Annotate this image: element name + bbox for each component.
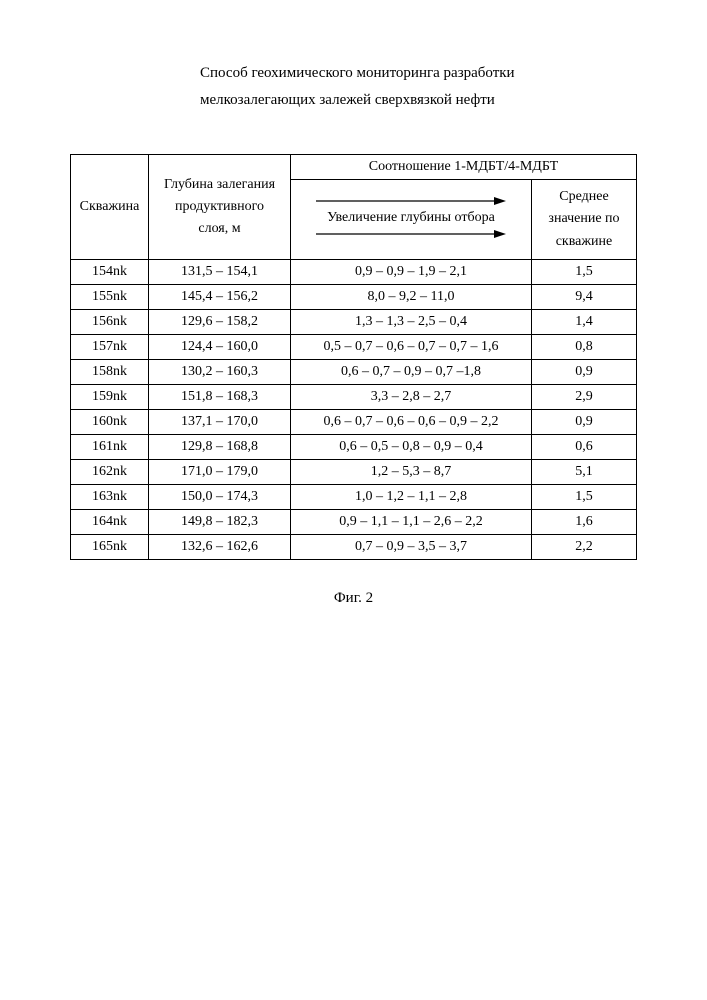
header-avg-l2: значение по	[536, 208, 632, 230]
table-row: 159nk 151,8 – 168,3 3,3 – 2,8 – 2,7 2,9	[71, 385, 637, 410]
cell-avg: 1,5	[531, 260, 636, 285]
cell-avg: 2,9	[531, 385, 636, 410]
cell-vals: 0,9 – 0,9 – 1,9 – 2,1	[291, 260, 532, 285]
cell-avg: 1,5	[531, 485, 636, 510]
table-row: 163nk 150,0 – 174,3 1,0 – 1,2 – 1,1 – 2,…	[71, 485, 637, 510]
cell-avg: 1,6	[531, 510, 636, 535]
cell-vals: 0,9 – 1,1 – 1,1 – 2,6 – 2,2	[291, 510, 532, 535]
cell-well: 164nk	[71, 510, 149, 535]
header-avg-l1: Среднее	[536, 186, 632, 208]
cell-depth: 171,0 – 179,0	[149, 460, 291, 485]
cell-avg: 5,1	[531, 460, 636, 485]
cell-well: 159nk	[71, 385, 149, 410]
arrow-icon	[316, 196, 506, 206]
header-well-label: Скважина	[80, 199, 140, 214]
cell-vals: 8,0 – 9,2 – 11,0	[291, 285, 532, 310]
table-row: 161nk 129,8 – 168,8 0,6 – 0,5 – 0,8 – 0,…	[71, 435, 637, 460]
header-depth-l3: слоя, м	[153, 218, 286, 240]
cell-vals: 3,3 – 2,8 – 2,7	[291, 385, 532, 410]
table-row: 160nk 137,1 – 170,0 0,6 – 0,7 – 0,6 – 0,…	[71, 410, 637, 435]
header-avg: Среднее значение по скважине	[531, 180, 636, 260]
cell-vals: 0,6 – 0,5 – 0,8 – 0,9 – 0,4	[291, 435, 532, 460]
cell-depth: 151,8 – 168,3	[149, 385, 291, 410]
cell-well: 156nk	[71, 310, 149, 335]
cell-depth: 149,8 – 182,3	[149, 510, 291, 535]
cell-well: 155nk	[71, 285, 149, 310]
cell-depth: 145,4 – 156,2	[149, 285, 291, 310]
cell-vals: 1,3 – 1,3 – 2,5 – 0,4	[291, 310, 532, 335]
table-row: 162nk 171,0 – 179,0 1,2 – 5,3 – 8,7 5,1	[71, 460, 637, 485]
table-row: 157nk 124,4 – 160,0 0,5 – 0,7 – 0,6 – 0,…	[71, 335, 637, 360]
table-row: 156nk 129,6 – 158,2 1,3 – 1,3 – 2,5 – 0,…	[71, 310, 637, 335]
arrow-icon	[316, 229, 506, 239]
figure-caption: Фиг. 2	[70, 590, 637, 607]
cell-avg: 1,4	[531, 310, 636, 335]
cell-well: 163nk	[71, 485, 149, 510]
header-ratio-label: Соотношение 1-МДБТ/4-МДБТ	[369, 159, 558, 174]
header-increase-label: Увеличение глубины отбора	[299, 208, 523, 228]
header-ratio: Соотношение 1-МДБТ/4-МДБТ	[291, 155, 637, 180]
cell-vals: 0,6 – 0,7 – 0,6 – 0,6 – 0,9 – 2,2	[291, 410, 532, 435]
header-depth-l2: продуктивного	[153, 196, 286, 218]
cell-depth: 124,4 – 160,0	[149, 335, 291, 360]
cell-well: 158nk	[71, 360, 149, 385]
cell-depth: 150,0 – 174,3	[149, 485, 291, 510]
header-depth-l1: Глубина залегания	[153, 174, 286, 196]
cell-avg: 2,2	[531, 535, 636, 560]
table-row: 164nk 149,8 – 182,3 0,9 – 1,1 – 1,1 – 2,…	[71, 510, 637, 535]
cell-depth: 129,8 – 168,8	[149, 435, 291, 460]
cell-depth: 137,1 – 170,0	[149, 410, 291, 435]
table-row: 158nk 130,2 – 160,3 0,6 – 0,7 – 0,9 – 0,…	[71, 360, 637, 385]
cell-depth: 129,6 – 158,2	[149, 310, 291, 335]
cell-well: 162nk	[71, 460, 149, 485]
title-line-1: Способ геохимического мониторинга разраб…	[200, 60, 637, 87]
data-table: Скважина Глубина залегания продуктивного…	[70, 154, 637, 560]
cell-avg: 9,4	[531, 285, 636, 310]
cell-vals: 0,5 – 0,7 – 0,6 – 0,7 – 0,7 – 1,6	[291, 335, 532, 360]
cell-vals: 0,6 – 0,7 – 0,9 – 0,7 –1,8	[291, 360, 532, 385]
cell-well: 160nk	[71, 410, 149, 435]
cell-well: 161nk	[71, 435, 149, 460]
cell-avg: 0,9	[531, 360, 636, 385]
table-row: 155nk 145,4 – 156,2 8,0 – 9,2 – 11,0 9,4	[71, 285, 637, 310]
table-row: 154nk 131,5 – 154,1 0,9 – 0,9 – 1,9 – 2,…	[71, 260, 637, 285]
header-increase: Увеличение глубины отбора	[291, 180, 532, 260]
header-depth: Глубина залегания продуктивного слоя, м	[149, 155, 291, 260]
cell-well: 154nk	[71, 260, 149, 285]
table-row: 165nk 132,6 – 162,6 0,7 – 0,9 – 3,5 – 3,…	[71, 535, 637, 560]
cell-avg: 0,6	[531, 435, 636, 460]
cell-vals: 1,0 – 1,2 – 1,1 – 2,8	[291, 485, 532, 510]
title-line-2: мелкозалегающих залежей сверхвязкой нефт…	[200, 87, 637, 114]
cell-well: 157nk	[71, 335, 149, 360]
header-avg-l3: скважине	[536, 231, 632, 253]
cell-avg: 0,9	[531, 410, 636, 435]
header-well: Скважина	[71, 155, 149, 260]
cell-well: 165nk	[71, 535, 149, 560]
cell-vals: 0,7 – 0,9 – 3,5 – 3,7	[291, 535, 532, 560]
cell-vals: 1,2 – 5,3 – 8,7	[291, 460, 532, 485]
cell-avg: 0,8	[531, 335, 636, 360]
cell-depth: 132,6 – 162,6	[149, 535, 291, 560]
page-title: Способ геохимического мониторинга разраб…	[200, 60, 637, 114]
cell-depth: 131,5 – 154,1	[149, 260, 291, 285]
cell-depth: 130,2 – 160,3	[149, 360, 291, 385]
table-body: 154nk 131,5 – 154,1 0,9 – 0,9 – 1,9 – 2,…	[71, 260, 637, 560]
